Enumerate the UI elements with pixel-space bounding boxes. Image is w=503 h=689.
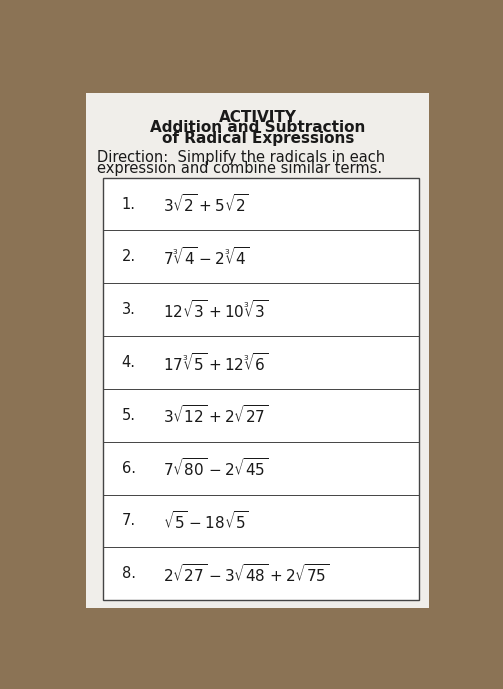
Text: $3\sqrt{2} + 5\sqrt{2}$: $3\sqrt{2} + 5\sqrt{2}$ (163, 193, 249, 215)
Text: ACTIVITY: ACTIVITY (219, 110, 297, 125)
Text: 3.: 3. (122, 302, 136, 317)
Text: Addition and Subtraction: Addition and Subtraction (150, 120, 366, 135)
Text: 8.: 8. (122, 566, 136, 582)
Text: expression and combine similar terms.: expression and combine similar terms. (97, 161, 382, 176)
Text: Direction:  Simplify the radicals in each: Direction: Simplify the radicals in each (97, 150, 385, 165)
Text: of Radical Expressions: of Radical Expressions (161, 132, 354, 146)
Text: 5.: 5. (122, 408, 136, 423)
Text: $3\sqrt{12} + 2\sqrt{27}$: $3\sqrt{12} + 2\sqrt{27}$ (163, 404, 269, 426)
Text: $7\sqrt{80} - 2\sqrt{45}$: $7\sqrt{80} - 2\sqrt{45}$ (163, 457, 269, 479)
Text: $\sqrt{5} - 18\sqrt{5}$: $\sqrt{5} - 18\sqrt{5}$ (163, 510, 249, 532)
Text: $17\sqrt[3]{5} + 12\sqrt[3]{6}$: $17\sqrt[3]{5} + 12\sqrt[3]{6}$ (163, 351, 269, 373)
Text: 2.: 2. (122, 249, 136, 265)
Text: $12\sqrt{3} + 10\sqrt[3]{3}$: $12\sqrt{3} + 10\sqrt[3]{3}$ (163, 299, 269, 320)
Text: 6.: 6. (122, 461, 136, 475)
Bar (87, 93, 429, 608)
Text: 4.: 4. (122, 355, 136, 370)
Text: $7\sqrt[3]{4} - 2\sqrt[3]{4}$: $7\sqrt[3]{4} - 2\sqrt[3]{4}$ (163, 246, 249, 268)
Text: 1.: 1. (122, 196, 136, 212)
Text: 7.: 7. (122, 513, 136, 528)
Text: $2\sqrt{27} - 3\sqrt{48} + 2\sqrt{75}$: $2\sqrt{27} - 3\sqrt{48} + 2\sqrt{75}$ (163, 563, 330, 585)
Bar (104, 178, 419, 600)
